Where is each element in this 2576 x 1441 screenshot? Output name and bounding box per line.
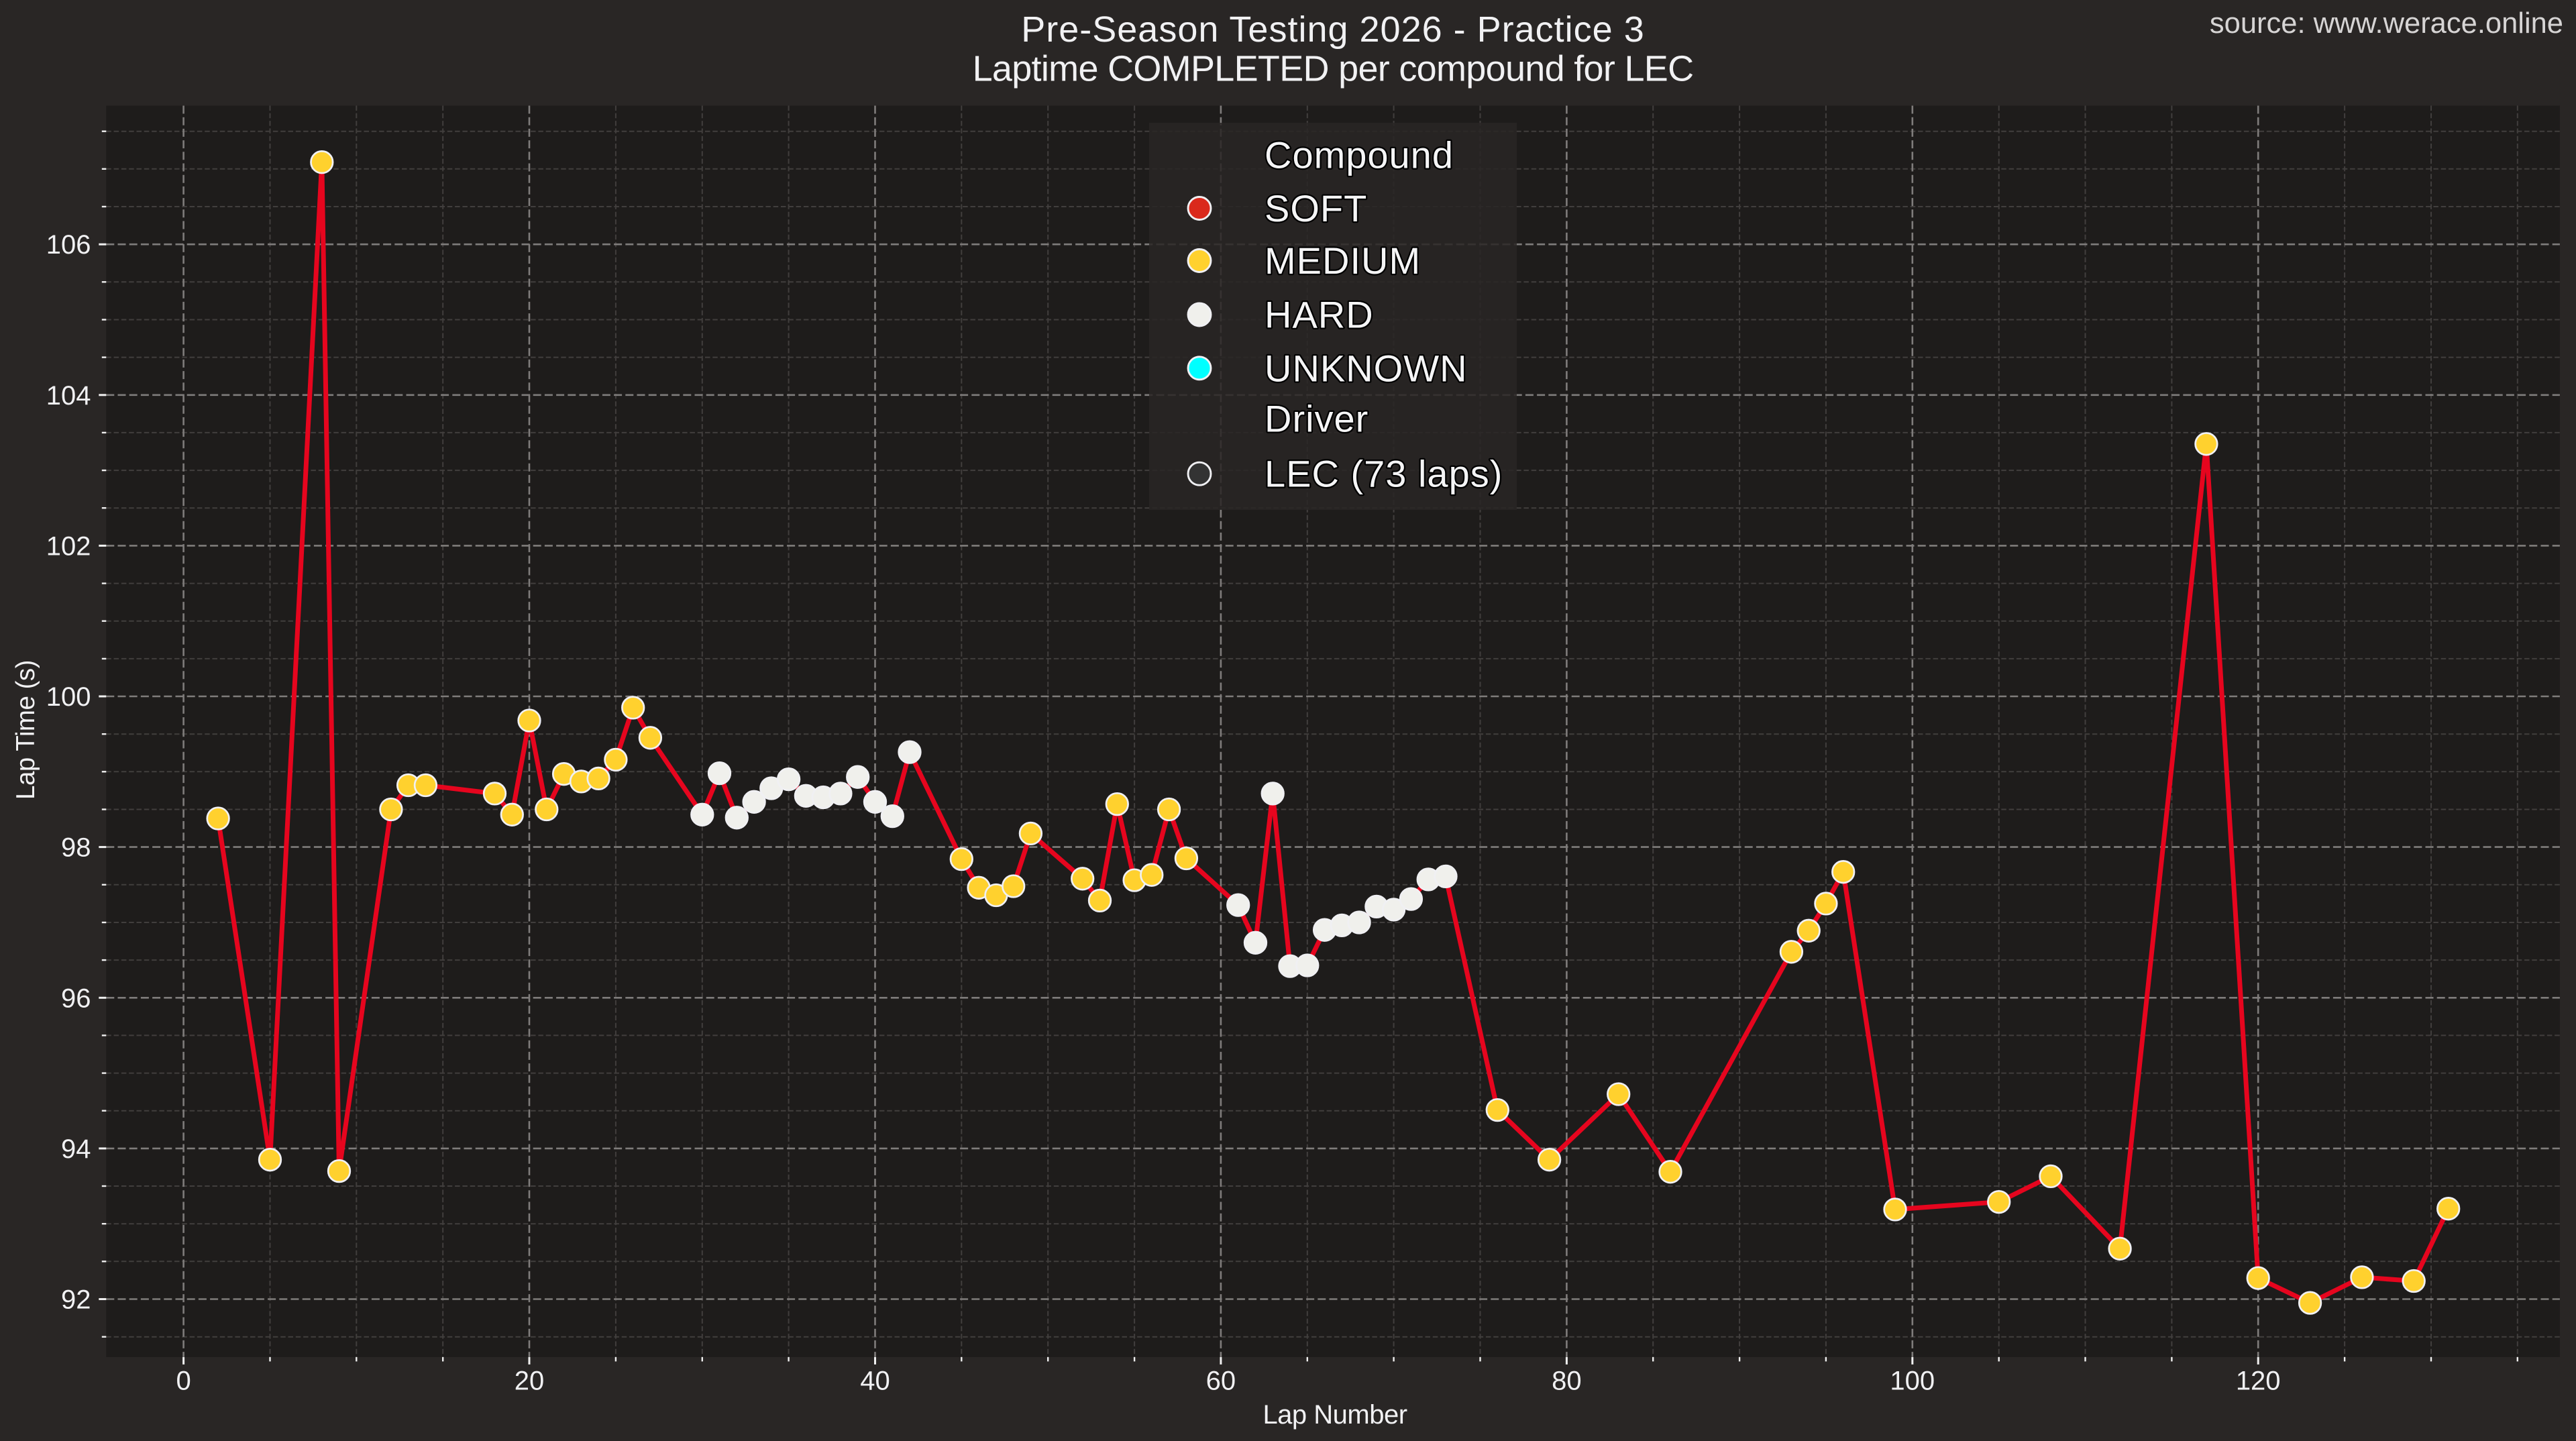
svg-text:LEC (73 laps): LEC (73 laps) — [1265, 453, 1503, 495]
svg-text:Pre-Season Testing 2026 - Prac: Pre-Season Testing 2026 - Practice 3 — [1021, 9, 1645, 50]
svg-text:0: 0 — [176, 1367, 191, 1396]
svg-text:MEDIUM: MEDIUM — [1265, 239, 1421, 282]
svg-text:Compound: Compound — [1265, 134, 1454, 176]
svg-text:Driver: Driver — [1265, 398, 1368, 440]
svg-text:source: www.werace.online: source: www.werace.online — [2210, 7, 2563, 40]
svg-text:96: 96 — [61, 983, 91, 1013]
svg-text:94: 94 — [61, 1134, 91, 1164]
svg-text:Laptime COMPLETED per compound: Laptime COMPLETED per compound for LEC — [973, 49, 1694, 89]
svg-text:120: 120 — [2236, 1367, 2281, 1396]
svg-text:100: 100 — [46, 682, 91, 712]
svg-text:100: 100 — [1890, 1367, 1935, 1396]
svg-text:UNKNOWN: UNKNOWN — [1265, 347, 1468, 389]
svg-text:60: 60 — [1206, 1367, 1236, 1396]
svg-text:80: 80 — [1552, 1367, 1582, 1396]
svg-text:102: 102 — [46, 531, 91, 561]
svg-text:40: 40 — [860, 1367, 890, 1396]
svg-text:106: 106 — [46, 230, 91, 260]
svg-text:20: 20 — [515, 1367, 545, 1396]
svg-text:HARD: HARD — [1265, 294, 1374, 336]
svg-text:Lap Time (s): Lap Time (s) — [11, 660, 40, 800]
svg-text:92: 92 — [61, 1285, 91, 1315]
svg-text:Lap Number: Lap Number — [1263, 1400, 1407, 1430]
svg-text:104: 104 — [46, 381, 91, 411]
svg-text:98: 98 — [61, 833, 91, 863]
svg-text:SOFT: SOFT — [1265, 187, 1367, 229]
